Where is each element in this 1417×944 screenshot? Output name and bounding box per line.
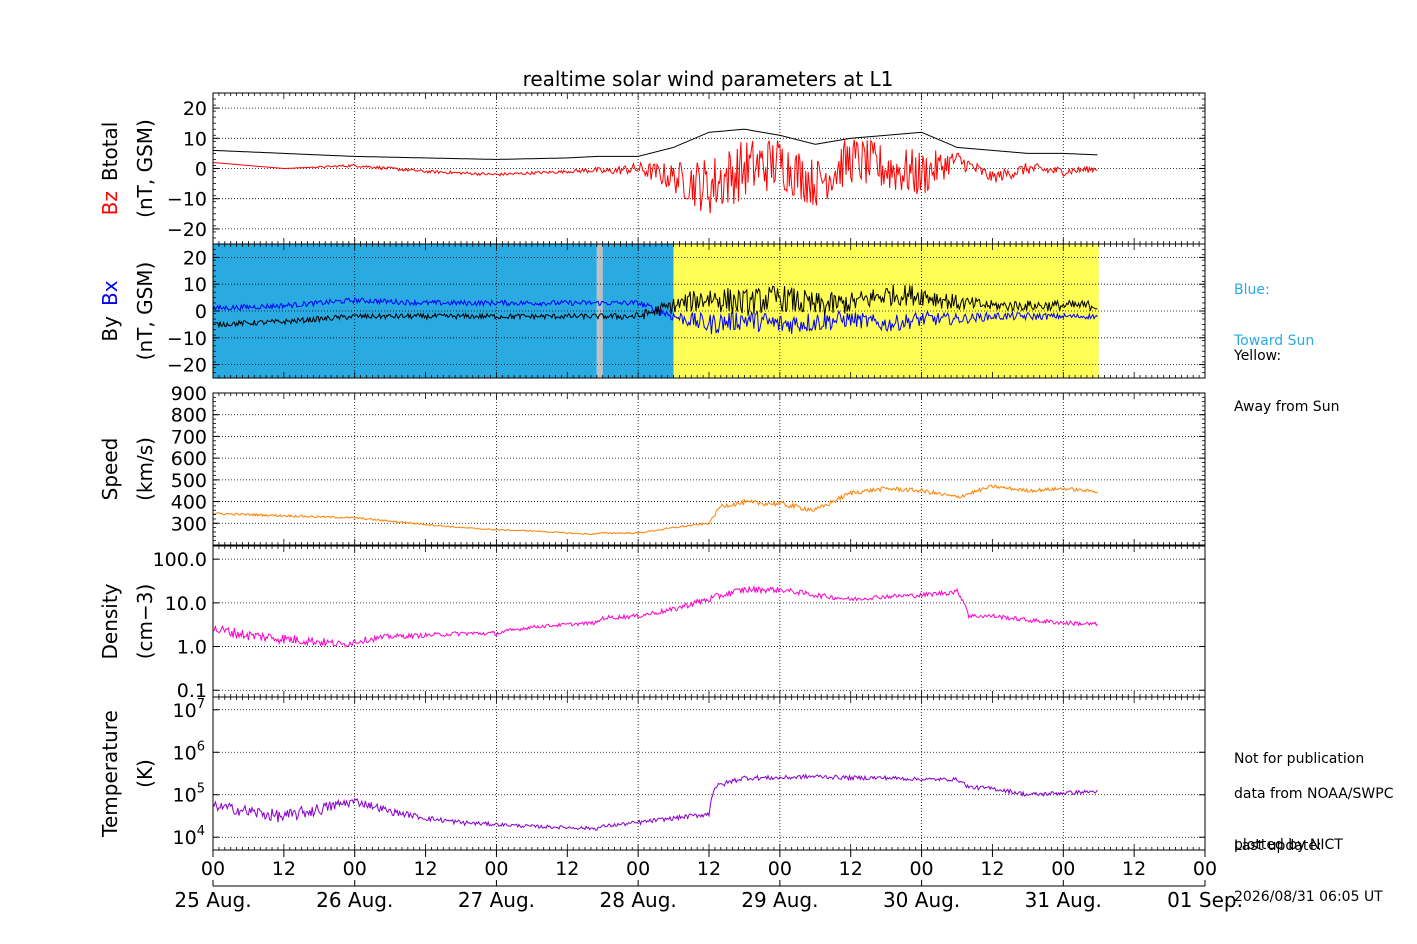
y-tick-label: −20 (167, 219, 207, 241)
y-tick-label: 105 (173, 782, 205, 807)
sector-band-1 (596, 244, 603, 378)
not-for-publication-text: Not for publication (1234, 751, 1365, 767)
y-tick-label: 800 (171, 405, 207, 427)
x-date-label: 29 Aug. (741, 888, 818, 912)
x-date-label: 25 Aug. (174, 888, 251, 912)
x-date-label: 27 Aug. (458, 888, 535, 912)
y-axis-label: ByBx (98, 280, 122, 341)
x-hour-label: 00 (626, 858, 650, 880)
y-tick-label: −20 (167, 355, 207, 377)
chart-panels: 20 10 0 −10 −20 BzBtotal (nT, GSM) 20 10 0 −10 −20 B… (98, 92, 1206, 851)
last-update-label: Last update: (1234, 838, 1322, 854)
x-hour-label: 00 (1051, 858, 1075, 880)
y-axis-label: Speed (98, 438, 122, 501)
y-tick-label: 1.0 (177, 637, 207, 659)
legend-away: Yellow: Away from Sun (1234, 314, 1339, 433)
y-axis-label: Density (98, 583, 122, 659)
x-date-label: 31 Aug. (1025, 888, 1102, 912)
y-tick-label: 20 (183, 247, 207, 269)
x-hour-label: 12 (272, 858, 296, 880)
x-hour-label: 00 (768, 858, 792, 880)
series-line-bz (212, 139, 1098, 214)
legend-toward: Blue: Toward Sun (1234, 248, 1314, 367)
x-hour-label: 00 (201, 858, 225, 880)
y-axis-label: BzBtotal (98, 122, 122, 216)
data-source-text: data from NOAA/SWPC (1234, 786, 1394, 802)
x-date-label: 26 Aug. (316, 888, 393, 912)
series-line-by (213, 284, 1098, 329)
panel-frame (212, 545, 1206, 698)
legend-away-label: Yellow: (1234, 348, 1282, 364)
y-tick-label: 20 (183, 98, 207, 120)
x-hour-label: 00 (484, 858, 508, 880)
last-update-value: 2026/08/31 06:05 UT (1234, 889, 1383, 905)
y-tick-label: 0 (195, 159, 207, 181)
x-hour-label: 12 (839, 858, 863, 880)
series-line-btotal (213, 128, 1098, 160)
series-line-temperature (212, 773, 1098, 831)
x-hour-label: 00 (909, 858, 933, 880)
y-tick-label: 700 (171, 426, 207, 448)
legend-away-desc: Away from Sun (1234, 399, 1340, 415)
y-axis-unit: (K) (133, 759, 157, 788)
x-hour-label: 12 (1122, 858, 1146, 880)
x-hour-label: 12 (697, 858, 721, 880)
legend-toward-label: Blue: (1234, 282, 1270, 298)
x-hour-label: 00 (343, 858, 367, 880)
credits: data from NOAA/SWPC plotted by NICT (1234, 752, 1393, 871)
plotted-by-text: plotted by NICT (1234, 837, 1343, 853)
x-hour-label: 12 (413, 858, 437, 880)
y-tick-label: 10 (183, 274, 207, 296)
panel-0: 20 10 0 −10 −20 BzBtotal (nT, GSM) (98, 92, 1206, 245)
y-tick-label: 900 (171, 383, 207, 405)
x-date-label: 01 Sep. (1167, 888, 1243, 912)
last-update: Last update: 2026/08/31 06:05 UT (1234, 804, 1383, 923)
y-tick-label: 10 (183, 128, 207, 150)
y-axis-unit: (cm−3) (133, 584, 157, 660)
y-tick-label: 106 (173, 739, 205, 764)
y-axis-unit: (nT, GSM) (133, 262, 157, 361)
y-tick-label: 100.0 (153, 549, 207, 571)
y-tick-label: 10.0 (165, 593, 207, 615)
panel-3: 100.0 10.0 1.0 0.1 Density (cm−3) (98, 545, 1206, 702)
series-line-speed (212, 484, 1098, 536)
y-axis-unit: (km/s) (133, 437, 157, 501)
panel-frame (212, 392, 1206, 546)
panel-frame (212, 696, 1206, 851)
x-hour-label: 00 (1193, 858, 1217, 880)
y-tick-label: 104 (173, 824, 205, 849)
y-tick-label: −10 (167, 189, 207, 211)
y-tick-label: 107 (173, 697, 205, 722)
y-tick-label: 0 (195, 301, 207, 323)
y-tick-label: 300 (171, 513, 207, 535)
y-tick-label: 600 (171, 448, 207, 470)
panel-4: 107 106 105 104 Temperature (K) (98, 696, 1206, 851)
y-axis-label: Temperature (98, 710, 122, 838)
x-hour-label: 12 (555, 858, 579, 880)
x-date-label: 30 Aug. (883, 888, 960, 912)
y-tick-label: 0.1 (177, 680, 207, 702)
x-hour-label: 12 (980, 858, 1004, 880)
panel-1: 20 10 0 −10 −20 ByBx (nT, GSM) (98, 243, 1206, 379)
y-tick-label: 500 (171, 470, 207, 492)
y-axis-unit: (nT, GSM) (133, 119, 157, 218)
chart-title: realtime solar wind parameters at L1 (523, 67, 894, 91)
publication-note: Not for publication (1234, 717, 1364, 785)
series-line-density (212, 585, 1098, 648)
x-date-label: 28 Aug. (600, 888, 677, 912)
y-tick-label: −10 (167, 328, 207, 350)
legend-toward-desc: Toward Sun (1234, 333, 1315, 349)
y-tick-label: 400 (171, 492, 207, 514)
time-axis: 00 12 00 12 00 12 00 12 00 12 00 12 00 12 00 25 Aug. 26 … (174, 849, 1243, 912)
